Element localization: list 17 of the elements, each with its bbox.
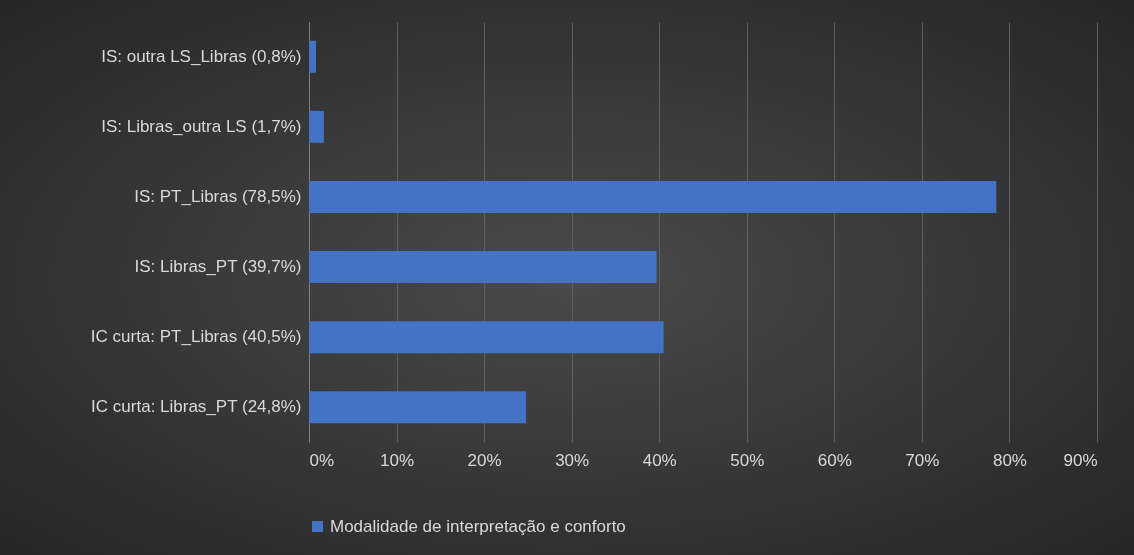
x-tick-label: 90% [1063,450,1098,470]
x-tick-label: 0% [309,450,335,470]
x-tick-label: 80% [992,450,1027,470]
y-tick-label: IS: Libras_PT (39,7%) [134,257,302,277]
x-tick-label: 70% [905,450,940,470]
y-tick-label: IS: PT_Libras (78,5%) [134,186,302,206]
y-tick-label: IC curta: PT_Libras (40,5%) [90,327,302,347]
legend-label: Modalidade de interpretação e conforto [330,516,626,536]
y-tick-label: IC curta: Libras_PT (24,8%) [91,397,302,417]
x-tick-label: 30% [555,450,590,470]
x-tick-label: 10% [380,450,415,470]
y-tick-label: IS: outra LS_Libras (0,8%) [101,46,302,66]
x-tick-label: 20% [467,450,502,470]
x-tick-label: 50% [730,450,765,470]
x-tick-label: 60% [817,450,852,470]
y-tick-label: IS: Libras_outra LS (1,7%) [101,116,302,136]
x-tick-label: 40% [642,450,677,470]
